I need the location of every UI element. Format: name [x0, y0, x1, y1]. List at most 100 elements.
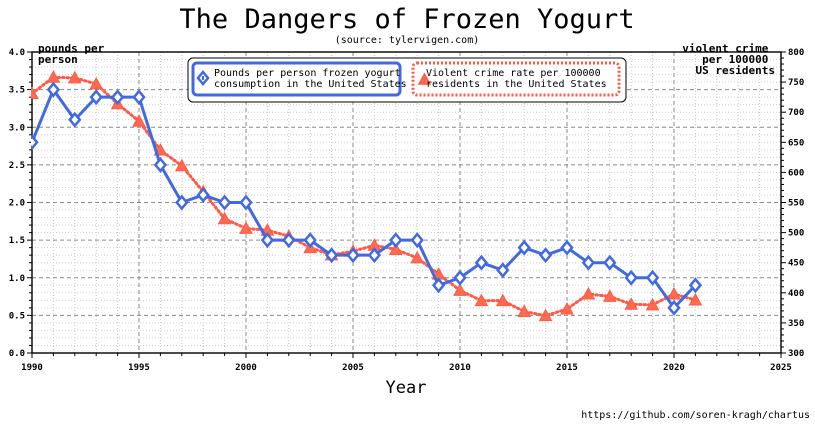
series-layer	[31, 70, 703, 322]
data-point-violent-crime	[410, 250, 425, 264]
data-point-violent-crime	[388, 242, 403, 255]
data-point-frozen-yogurt	[89, 89, 103, 106]
y-right-tick-labels: 300 350 400 450 500 550 600 650 700 750 800	[788, 48, 804, 359]
axis-ticks	[27, 51, 786, 358]
data-point-violent-crime	[495, 293, 510, 307]
x-tick-label: 2020	[663, 363, 685, 373]
data-point-frozen-yogurt	[324, 247, 339, 264]
data-point-violent-crime	[89, 76, 104, 90]
data-point-frozen-yogurt	[153, 156, 168, 173]
y-left-tick-label: 0.0	[9, 349, 25, 359]
source-credit: https://github.com/soren-kragh/chartus	[581, 410, 810, 421]
legend-box	[187, 57, 627, 103]
data-point-violent-crime	[688, 292, 703, 306]
data-point-frozen-yogurt	[431, 277, 446, 294]
data-point-frozen-yogurt	[603, 254, 617, 271]
y-left-axis-label: pounds per person	[38, 42, 111, 66]
y-right-tick-label: 550	[788, 199, 804, 209]
y-right-tick-label: 700	[788, 108, 804, 118]
x-axis-label: Year	[386, 378, 427, 398]
data-point-frozen-yogurt	[46, 81, 61, 98]
y-right-tick-label: 800	[788, 48, 804, 58]
y-right-tick-label: 600	[788, 168, 804, 178]
x-tick-labels: 1990 1995 2000 2005 2010 2015 2020 2025	[21, 363, 792, 373]
series-line-frozen-yogurt	[31, 88, 697, 310]
y-left-tick-labels: 0.0 0.5 1.0 1.5 2.0 2.5 3.0 3.5 4.0	[9, 48, 25, 359]
data-point-frozen-yogurt	[410, 232, 424, 249]
x-tick-label: 2005	[342, 363, 364, 373]
data-point-violent-crime	[474, 293, 489, 307]
y-right-tick-label: 450	[788, 259, 804, 269]
legend-label-line: consumption in the United States	[214, 79, 407, 90]
data-point-frozen-yogurt	[496, 262, 510, 279]
data-point-violent-crime	[132, 114, 146, 127]
chart-title: The Dangers of Frozen Yogurt	[179, 4, 634, 35]
data-point-frozen-yogurt	[581, 254, 596, 271]
y-right-tick-label: 400	[788, 289, 804, 299]
legend: Pounds per person frozen yogurt consumpt…	[187, 57, 627, 103]
data-point-frozen-yogurt	[303, 232, 317, 249]
y-left-axis-label-line: pounds per	[38, 42, 105, 55]
y-left-tick-label: 2.5	[9, 161, 25, 171]
data-point-violent-crime	[560, 302, 574, 315]
data-point-frozen-yogurt	[68, 111, 82, 128]
data-point-frozen-yogurt	[667, 299, 681, 316]
legend-label-violent-crime: Violent crime rate per 100000 residents …	[426, 68, 607, 90]
y-left-tick-label: 2.0	[9, 199, 25, 209]
data-point-frozen-yogurt	[517, 239, 531, 256]
data-point-frozen-yogurt	[346, 247, 360, 264]
y-left-tick-label: 4.0	[9, 48, 25, 58]
legend-frame-violent-crime	[411, 61, 621, 97]
y-left-axis-label-line: person	[38, 53, 78, 66]
y-right-tick-label: 300	[788, 349, 804, 359]
data-point-frozen-yogurt	[175, 194, 189, 211]
legend-label-line: residents in the United States	[426, 79, 607, 90]
x-tick-label: 2010	[449, 363, 471, 373]
data-point-frozen-yogurt	[132, 89, 146, 106]
x-tick-label: 2000	[235, 363, 257, 373]
y-left-tick-label: 3.0	[9, 123, 25, 133]
data-point-frozen-yogurt	[282, 232, 296, 249]
y-right-tick-label: 650	[788, 138, 804, 148]
x-tick-label: 1990	[21, 363, 43, 373]
y-right-axis-label-line: violent crime	[682, 42, 768, 55]
data-point-frozen-yogurt	[367, 247, 382, 264]
y-right-tick-label: 350	[788, 319, 804, 329]
x-tick-label: 2025	[770, 363, 792, 373]
data-point-frozen-yogurt	[196, 187, 210, 203]
series-line-violent-crime	[31, 75, 697, 318]
data-point-frozen-yogurt	[688, 277, 703, 294]
y-left-tick-label: 1.0	[9, 274, 25, 284]
data-point-frozen-yogurt	[624, 269, 638, 286]
y-right-axis-label: violent crime per 100000 US residents	[682, 42, 775, 77]
data-point-frozen-yogurt	[110, 89, 125, 106]
x-tick-label: 1995	[128, 363, 150, 373]
data-point-violent-crime	[538, 308, 553, 322]
chart-subtitle: (source: tylervigen.com)	[335, 35, 480, 46]
legend-label-line: Violent crime rate per 100000	[426, 68, 601, 79]
data-point-frozen-yogurt	[31, 134, 39, 151]
legend-item-frozen-yogurt: Pounds per person frozen yogurt consumpt…	[191, 61, 407, 97]
data-point-frozen-yogurt	[538, 247, 553, 264]
data-point-frozen-yogurt	[453, 269, 467, 286]
data-point-violent-crime	[645, 297, 660, 311]
legend-item-violent-crime: Violent crime rate per 100000 residents …	[411, 61, 621, 97]
x-tick-label: 2015	[556, 363, 578, 373]
data-point-violent-crime	[517, 304, 532, 317]
data-point-violent-crime	[31, 86, 39, 100]
data-point-violent-crime	[453, 283, 467, 296]
data-point-frozen-yogurt	[389, 232, 403, 249]
y-right-axis-label-line: US residents	[696, 64, 775, 77]
data-point-frozen-yogurt	[645, 269, 660, 286]
data-point-violent-crime	[174, 158, 189, 172]
data-point-violent-crime	[602, 289, 617, 302]
data-point-frozen-yogurt	[239, 194, 253, 211]
legend-label-frozen-yogurt: Pounds per person frozen yogurt consumpt…	[214, 68, 407, 90]
data-point-frozen-yogurt	[260, 232, 275, 249]
data-point-frozen-yogurt	[217, 194, 232, 211]
data-point-frozen-yogurt	[474, 254, 489, 271]
legend-label-line: Pounds per person frozen yogurt	[214, 68, 401, 79]
y-right-tick-label: 750	[788, 78, 804, 88]
data-point-violent-crime	[239, 221, 253, 234]
